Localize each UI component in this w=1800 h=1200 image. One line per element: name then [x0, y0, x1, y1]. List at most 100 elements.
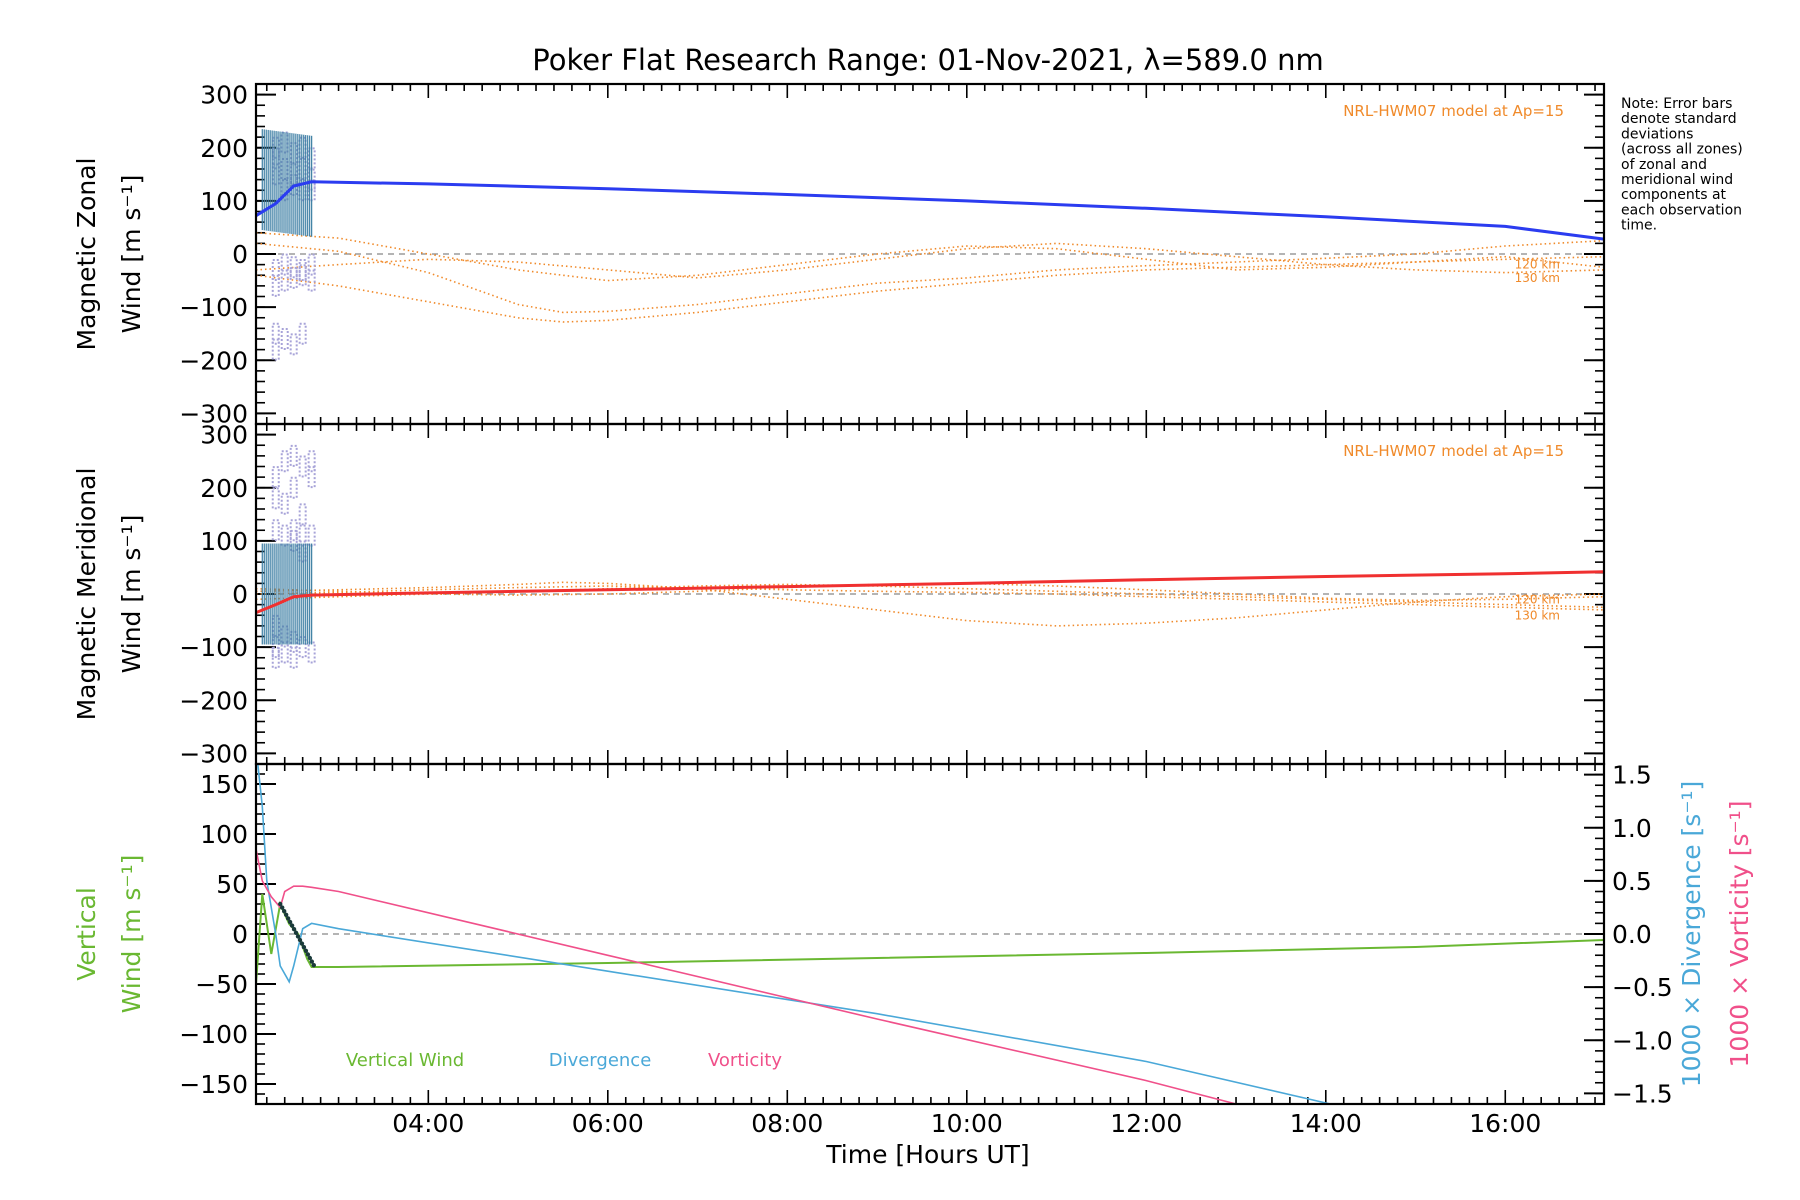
y-tick-label: 100: [200, 820, 248, 849]
zone-wind-point: [280, 269, 289, 292]
vertical-wind-point: [309, 959, 315, 964]
zone-wind-point: [280, 253, 289, 276]
y-tick-label: 100: [200, 187, 248, 216]
vertical-wind-point: [278, 901, 283, 907]
note-line: components at: [1621, 187, 1727, 203]
note-line: denote standard: [1621, 111, 1737, 127]
y-tick-label: 0: [232, 580, 248, 609]
vertical-wind-point: [305, 952, 311, 957]
vertical-wind-point: [289, 923, 295, 928]
vertical-wind-point: [287, 919, 293, 925]
zone-wind-point: [298, 264, 307, 287]
zone-wind-point: [307, 269, 316, 292]
right-tick-label: −0.5: [1612, 973, 1673, 1002]
x-tick-label: 16:00: [1469, 1109, 1541, 1138]
zone-wind-point: [280, 524, 289, 547]
vorticity-line: [256, 848, 1237, 1104]
vertical-wind-point: [303, 948, 309, 953]
right-tick-label: −1.0: [1612, 1026, 1673, 1055]
vertical-wind-point: [291, 927, 297, 932]
x-tick-label: 14:00: [1290, 1109, 1362, 1138]
panel-vertical: 150 100 50 0 −50 −100 −150 Vertical Wind [m s⁻¹]…: [72, 761, 1754, 1109]
vertical-wind-point: [280, 905, 285, 910]
vertical-wind-point: [299, 941, 305, 946]
legend-item: Vorticity: [708, 1050, 782, 1071]
model-curve: [255, 255, 1605, 323]
vertical-wind-point: [295, 934, 301, 939]
zone-wind-point: [280, 328, 289, 350]
zone-wind-point: [289, 333, 298, 356]
y-tick-label: −200: [179, 686, 248, 715]
zone-wind-point: [289, 444, 298, 467]
y-axis-label: Vertical: [72, 887, 101, 981]
x-tick-label: 08:00: [751, 1109, 823, 1138]
vertical-wind-point: [281, 909, 287, 914]
note-line: each observation: [1621, 202, 1742, 218]
zone-wind-point: [271, 274, 280, 297]
zone-wind-point: [271, 258, 280, 281]
y-tick-label: 150: [200, 770, 248, 799]
zone-wind-point: [298, 455, 307, 478]
model-curve: [255, 239, 1605, 314]
y-tick-label: 300: [200, 421, 248, 450]
zone-wind-point: [307, 253, 316, 276]
model-altitude-label: 130 km: [1515, 271, 1560, 285]
zone-wind-point: [298, 158, 307, 180]
model-curve: [255, 581, 1605, 627]
zone-wind-point: [298, 636, 307, 659]
x-tick-label: 10:00: [931, 1109, 1003, 1138]
vertical-wind-point: [283, 912, 289, 917]
y-axis-label: Magnetic Meridional: [72, 468, 101, 721]
y-tick-label: −100: [179, 633, 248, 662]
zone-wind-point: [307, 641, 316, 664]
zone-wind-point: [271, 519, 280, 542]
x-tick-label: 12:00: [1110, 1109, 1182, 1138]
vertical-wind-point: [307, 955, 313, 961]
zone-wind-point: [289, 646, 298, 669]
note-line: time.: [1621, 218, 1657, 234]
y-tick-label: 0: [232, 920, 248, 949]
zone-wind-point: [280, 450, 289, 473]
zone-wind-point: [307, 466, 316, 489]
zone-wind-point: [271, 322, 280, 345]
note-line: of zonal and: [1621, 157, 1707, 173]
zone-wind-point: [298, 136, 307, 159]
mean-wind-line: [255, 570, 1605, 614]
panel-zonal: 300 200 100 0 −100 −200 −300 Magnetic Zonal Wind…: [72, 81, 1606, 428]
model-curve: [255, 232, 1605, 282]
y-tick-label: −150: [179, 1070, 248, 1099]
vertical-wind-point: [285, 916, 291, 921]
zone-wind-point: [298, 524, 307, 547]
vertical-wind-line: [256, 893, 1604, 985]
note-line: Note: Error bars: [1621, 96, 1732, 112]
x-tick-label: 04:00: [392, 1109, 464, 1138]
legend-item: Divergence: [549, 1050, 652, 1071]
right-tick-label: 0.0: [1612, 920, 1652, 949]
note-line: (across all zones): [1621, 142, 1743, 158]
vertical-wind-point: [293, 930, 299, 935]
note-line: meridional wind: [1621, 172, 1733, 188]
y-axis-label: Magnetic Zonal: [72, 158, 101, 351]
vertical-wind-point: [297, 937, 303, 943]
right-tick-label: 0.5: [1612, 867, 1652, 896]
zone-wind-point: [289, 630, 298, 653]
panel-meridional: 300 200 100 0 −100 −200 −300 Magnetic Meridiona…: [72, 421, 1606, 768]
y-tick-label: 100: [200, 527, 248, 556]
zone-wind-point: [271, 338, 280, 361]
vertical-wind-point: [311, 963, 316, 968]
y-axis-label: Wind [m s⁻¹]: [117, 175, 146, 334]
y-tick-label: −200: [179, 346, 248, 375]
y-tick-label: 200: [200, 134, 248, 163]
zone-wind-point: [298, 503, 307, 526]
right-tick-label: −1.5: [1612, 1079, 1673, 1108]
zone-wind-point: [307, 450, 316, 473]
model-altitude-label: 120 km: [1515, 592, 1560, 606]
x-tick-label: 06:00: [572, 1109, 644, 1138]
model-altitude-label: 120 km: [1515, 258, 1560, 272]
legend-item: Vertical Wind: [346, 1050, 464, 1071]
zone-wind-point: [289, 266, 298, 289]
zone-wind-point: [298, 258, 307, 281]
divergence-line: [257, 764, 1331, 1104]
